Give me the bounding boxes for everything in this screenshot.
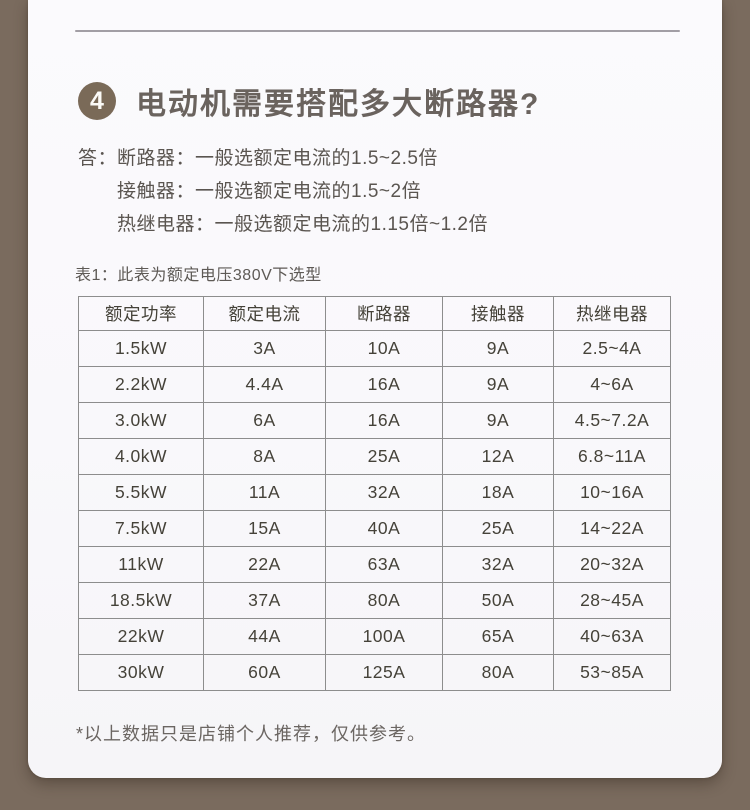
table-row: 4.0kW 8A 25A 12A 6.8~11A xyxy=(78,438,671,475)
table-cell: 40~63A xyxy=(553,618,671,655)
table-cell: 4.4A xyxy=(203,366,326,403)
table-cell: 4.5~7.2A xyxy=(553,402,671,439)
answer-lines: 断路器：一般选额定电流的1.5~2.5倍 接触器：一般选额定电流的1.5~2倍热继… xyxy=(117,142,488,241)
table-cell: 3.0kW xyxy=(78,402,204,439)
table-cell: 80A xyxy=(442,654,554,691)
table-cell: 50A xyxy=(442,582,554,619)
table-cell: 7.5kW xyxy=(78,510,204,547)
table-header-row: 额定功率 额定电流 断路器 接触器 热继电器 xyxy=(78,296,671,331)
table-cell: 2.5~4A xyxy=(553,330,671,367)
table-cell: 11kW xyxy=(78,546,204,583)
table-cell: 9A xyxy=(442,402,554,439)
table-cell: 11A xyxy=(203,474,326,511)
table-cell: 22kW xyxy=(78,618,204,655)
answer-line: 断路器：一般选额定电流的1.5~2.5倍 xyxy=(117,148,438,169)
table-cell: 15A xyxy=(203,510,326,547)
table-row: 30kW 60A 125A 80A 53~85A xyxy=(78,654,671,691)
table-cell: 80A xyxy=(325,582,443,619)
table-cell: 28~45A xyxy=(553,582,671,619)
section-heading: 4 电动机需要搭配多大断路器? xyxy=(78,79,540,123)
answer-line: 接触器：一般选额定电流的1.5~2倍 xyxy=(117,181,422,202)
table-cell: 30kW xyxy=(78,654,204,691)
table-row: 18.5kW 37A 80A 50A 28~45A xyxy=(78,582,671,619)
table-cell: 8A xyxy=(203,438,326,475)
table-cell: 20~32A xyxy=(553,546,671,583)
table-row: 5.5kW 11A 32A 18A 10~16A xyxy=(78,474,671,511)
table-cell: 18.5kW xyxy=(78,582,204,619)
table-row: 1.5kW 3A 10A 9A 2.5~4A xyxy=(78,330,671,367)
table-cell: 16A xyxy=(325,402,443,439)
table-cell: 2.2kW xyxy=(78,366,204,403)
table-cell: 6.8~11A xyxy=(553,438,671,475)
table-cell: 9A xyxy=(442,330,554,367)
table-row: 7.5kW 15A 40A 25A 14~22A xyxy=(78,510,671,547)
table-header-cell: 额定功率 xyxy=(78,296,204,331)
table-cell: 53~85A xyxy=(553,654,671,691)
table-row: 22kW 44A 100A 65A 40~63A xyxy=(78,618,671,655)
answer-prefix: 答： xyxy=(78,148,118,169)
table-header-cell: 额定电流 xyxy=(203,296,326,331)
table-row: 11kW 22A 63A 32A 20~32A xyxy=(78,546,671,583)
table-cell: 32A xyxy=(325,474,443,511)
table-cell: 6A xyxy=(203,402,326,439)
table-cell: 5.5kW xyxy=(78,474,204,511)
table-header-cell: 接触器 xyxy=(442,296,554,331)
table-cell: 40A xyxy=(325,510,443,547)
table-cell: 37A xyxy=(203,582,326,619)
section-title: 电动机需要搭配多大断路器? xyxy=(136,88,541,121)
answer-block: 答： 断路器：一般选额定电流的1.5~2.5倍 接触器：一般选额定电流的1.5~2… xyxy=(78,142,488,241)
table-cell: 1.5kW xyxy=(78,330,204,367)
table-cell: 18A xyxy=(442,474,554,511)
selection-table: 额定功率 额定电流 断路器 接触器 热继电器 1.5kW 3A 10A 9A 2.5~4A 2.2… xyxy=(78,296,671,691)
table-cell: 44A xyxy=(203,618,326,655)
table-cell: 4~6A xyxy=(553,366,671,403)
table-cell: 14~22A xyxy=(553,510,671,547)
table-cell: 9A xyxy=(442,366,554,403)
table-cell: 65A xyxy=(442,618,554,655)
section-number-badge: 4 xyxy=(78,82,116,120)
footnote: *以上数据只是店铺个人推荐，仅供参考。 xyxy=(76,724,427,744)
table-cell: 63A xyxy=(325,546,443,583)
table-row: 2.2kW 4.4A 16A 9A 4~6A xyxy=(78,366,671,403)
content-card: 4 电动机需要搭配多大断路器? 答： 断路器：一般选额定电流的1.5~2.5倍接… xyxy=(28,0,722,778)
table-header-cell: 断路器 xyxy=(325,296,443,331)
table-caption: 表1：此表为额定电压380V下选型 xyxy=(75,267,322,284)
answer-line: 热继电器：一般选额定电流的1.15倍~1.2倍 xyxy=(117,214,489,235)
table-cell: 60A xyxy=(203,654,326,691)
table-cell: 12A xyxy=(442,438,554,475)
table-cell: 32A xyxy=(442,546,554,583)
table-cell: 25A xyxy=(442,510,554,547)
table-row: 3.0kW 6A 16A 9A 4.5~7.2A xyxy=(78,402,671,439)
table-cell: 22A xyxy=(203,546,326,583)
table-cell: 100A xyxy=(325,618,443,655)
table-cell: 125A xyxy=(325,654,443,691)
table-cell: 10~16A xyxy=(553,474,671,511)
table-cell: 4.0kW xyxy=(78,438,204,475)
table-cell: 16A xyxy=(325,366,443,403)
table-cell: 3A xyxy=(203,330,326,367)
table-cell: 10A xyxy=(325,330,443,367)
section-divider xyxy=(75,30,680,32)
table-header-cell: 热继电器 xyxy=(553,296,671,331)
table-cell: 25A xyxy=(325,438,443,475)
